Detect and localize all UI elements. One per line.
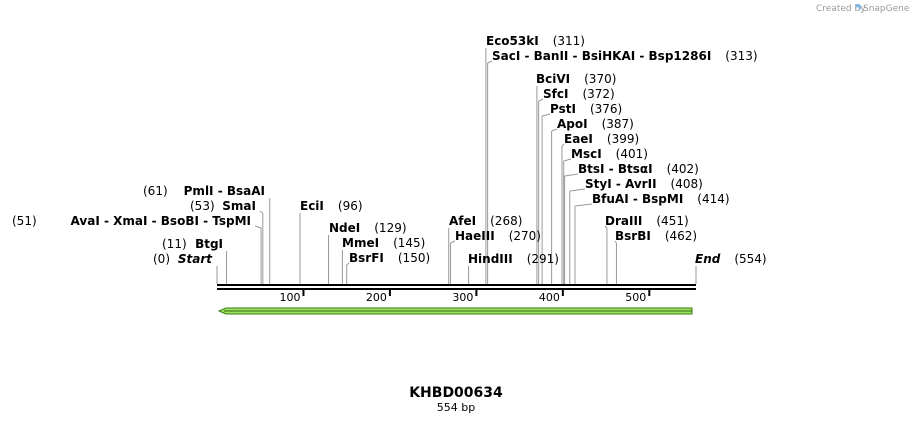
site-position: (372) — [582, 87, 614, 101]
site-label[interactable]: DraIII — [605, 214, 642, 228]
site-label[interactable]: Eco53kI — [486, 34, 539, 48]
ruler-ticks: 100 200 300 400 500 — [279, 290, 651, 304]
site-label[interactable]: HindIII — [468, 252, 513, 266]
site-label[interactable]: BtsI - BtsαI — [578, 162, 653, 176]
ruler-tick-label: 500 — [625, 291, 646, 304]
ruler-tick-label: 400 — [539, 291, 560, 304]
ruler-tick-label: 100 — [279, 291, 300, 304]
ruler-tick-label: 300 — [452, 291, 473, 304]
site-position: (462) — [665, 229, 697, 243]
site-line — [574, 203, 593, 207]
site-position: (129) — [374, 221, 406, 235]
site-line — [538, 98, 544, 102]
site-line — [561, 143, 565, 147]
site-label[interactable]: BtgI — [195, 237, 223, 251]
site-line — [259, 210, 264, 214]
map-title: KHBD00634 — [409, 385, 503, 401]
site-position: (387) — [602, 117, 634, 131]
site-line — [254, 225, 262, 229]
site-position: (451) — [656, 214, 688, 228]
site-label[interactable]: EciI — [300, 199, 324, 213]
sequence-backbone — [217, 284, 696, 290]
restriction-sites: Eco53kI (311)SacI - BanII - BsiHKAI - Bsp… — [12, 34, 767, 284]
site-position: (291) — [527, 252, 559, 266]
site-position: (145) — [393, 236, 425, 250]
feature-arrow[interactable] — [217, 307, 693, 315]
site-position: (51) — [12, 214, 37, 228]
site-line — [346, 262, 350, 266]
site-label[interactable]: AvaI - XmaI - BsoBI - TspMI — [71, 214, 251, 228]
site-position: (376) — [590, 102, 622, 116]
site-label[interactable]: NdeI — [329, 221, 360, 235]
site-label[interactable]: SacI - BanII - BsiHKAI - Bsp1286I — [492, 49, 711, 63]
site-line — [487, 60, 493, 64]
site-position: (554) — [734, 252, 766, 266]
site-position: (311) — [553, 34, 585, 48]
site-label[interactable]: End — [695, 252, 721, 266]
site-label[interactable]: BfuAI - BspMI — [592, 192, 683, 206]
site-label[interactable]: SfcI — [543, 87, 568, 101]
site-label[interactable]: BciVI — [536, 72, 570, 86]
site-line — [551, 128, 558, 132]
site-label[interactable]: ApoI — [557, 117, 588, 131]
credit-brand: SnapGene — [863, 4, 910, 14]
site-position: (313) — [725, 49, 757, 63]
site-label[interactable]: Start — [178, 252, 213, 266]
credit-text: Created by — [816, 4, 866, 14]
snapgene-logo-icon — [855, 4, 861, 11]
site-label[interactable]: EaeI — [564, 132, 593, 146]
site-label[interactable]: PmlI - BsaAI — [184, 184, 265, 198]
site-position: (270) — [509, 229, 541, 243]
site-position: (414) — [697, 192, 729, 206]
site-line — [564, 173, 579, 177]
site-label[interactable]: BsrFI — [349, 251, 384, 265]
site-position: (150) — [398, 251, 430, 265]
site-line — [614, 240, 617, 244]
site-position: (96) — [338, 199, 363, 213]
site-position: (53) — [190, 199, 215, 213]
site-position: (401) — [616, 147, 648, 161]
site-position: (268) — [490, 214, 522, 228]
site-label[interactable]: MscI — [571, 147, 602, 161]
site-label[interactable]: StyI - AvrII — [585, 177, 657, 191]
site-position: (61) — [143, 184, 168, 198]
site-label[interactable]: BsrBI — [615, 229, 651, 243]
site-position: (399) — [607, 132, 639, 146]
site-line — [541, 113, 551, 117]
site-label[interactable]: PstI — [550, 102, 576, 116]
ruler-tick-label: 200 — [366, 291, 387, 304]
site-position: (0) — [153, 252, 170, 266]
site-position: (370) — [584, 72, 616, 86]
site-position: (402) — [667, 162, 699, 176]
site-position: (408) — [671, 177, 703, 191]
site-label[interactable]: MmeI — [342, 236, 379, 250]
site-line — [563, 158, 572, 162]
site-label[interactable]: SmaI — [222, 199, 256, 213]
site-position: (11) — [162, 237, 187, 251]
site-line — [604, 225, 608, 229]
site-line — [569, 188, 586, 192]
site-label[interactable]: AfeI — [449, 214, 476, 228]
map-length: 554 bp — [437, 401, 475, 414]
site-label[interactable]: HaeIII — [455, 229, 495, 243]
site-line — [450, 240, 456, 244]
